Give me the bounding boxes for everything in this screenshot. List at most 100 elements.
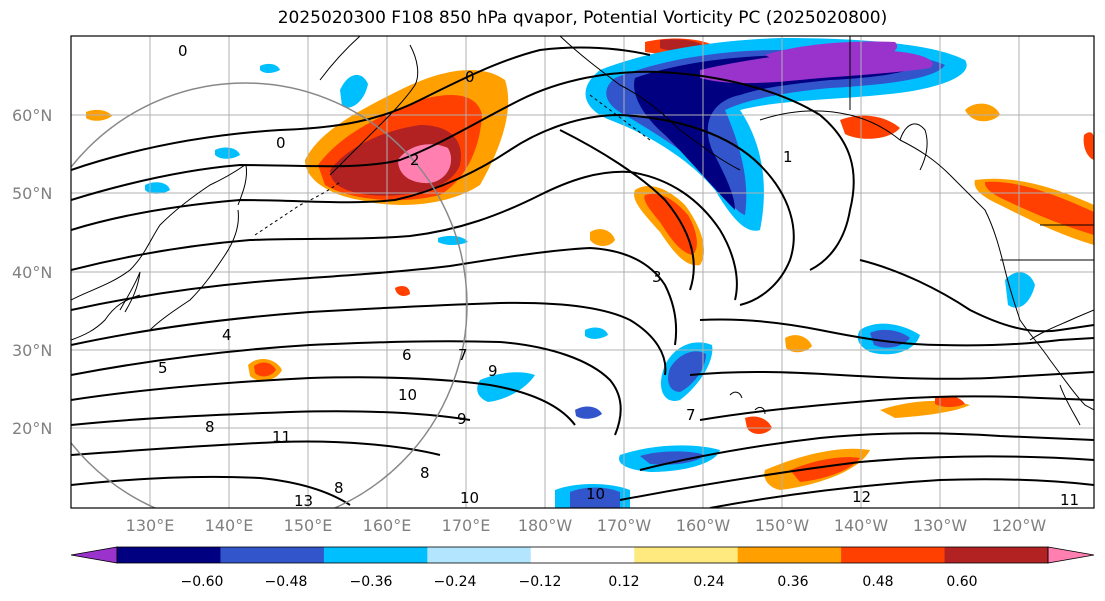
map-title: 2025020300 F108 850 hPa qvapor, Potentia… [277, 8, 888, 28]
negative-anomaly [215, 147, 240, 159]
contour-label: 8 [420, 464, 430, 482]
colorbar-segment [427, 547, 532, 563]
shaded-anomalies [86, 38, 1094, 508]
positive-anomaly [254, 362, 276, 377]
contour-label: 9 [488, 362, 498, 380]
contour-label: 2 [410, 151, 420, 169]
contour-label-group: 0 0 0 1 2 3 4 5 6 7 7 8 8 8 9 9 10 10 10… [158, 42, 1079, 510]
lon-label: 150°E [284, 516, 333, 535]
positive-anomaly [1083, 132, 1094, 160]
colorbar-tick-labels: −0.60 −0.48 −0.36 −0.24 −0.12 0.12 0.24 … [181, 574, 978, 590]
lat-label: 30°N [12, 341, 52, 360]
contour-label: 11 [1060, 491, 1079, 509]
contour-label: 10 [460, 489, 479, 507]
negative-anomaly [700, 50, 933, 84]
lat-label: 60°N [12, 106, 52, 125]
lon-label: 160°E [363, 516, 412, 535]
negative-anomaly [585, 327, 608, 339]
colorbar-tick-label: −0.60 [181, 574, 224, 590]
contour-label: 0 [178, 42, 188, 60]
negative-anomaly [477, 372, 535, 402]
colorbar-segment [737, 547, 842, 563]
positive-anomaly [398, 144, 452, 184]
colorbar-tick-label: 0.24 [693, 574, 724, 590]
contour-label: 1 [783, 148, 793, 166]
lon-label: 170°W [597, 516, 652, 535]
colorbar-segment [944, 547, 1049, 563]
colorbar-tick-label: 0.36 [777, 574, 808, 590]
colorbar-segment [530, 547, 635, 563]
colorbar-segments [70, 546, 1095, 564]
negative-anomaly [575, 406, 602, 419]
colorbar-extend-min [70, 546, 118, 564]
map-frame [70, 35, 1095, 509]
colorbar-segment [841, 547, 946, 563]
positive-anomaly [395, 286, 410, 296]
negative-anomaly [145, 182, 170, 194]
positive-anomaly [785, 335, 812, 353]
contour-label: 0 [465, 68, 475, 86]
colorbar-tick-label: −0.24 [434, 574, 477, 590]
colorbar-tick-label: 0.60 [946, 574, 977, 590]
colorbar-extend-max [1047, 546, 1095, 564]
contour-lines [71, 46, 1094, 508]
colorbar-segment [220, 547, 325, 563]
lon-label: 180°W [518, 516, 573, 535]
contour-label: 4 [222, 326, 232, 344]
contour-label: 7 [458, 346, 468, 364]
lat-label: 20°N [12, 419, 52, 438]
coastlines [71, 36, 1094, 426]
contour-label: 8 [334, 479, 344, 497]
positive-anomaly [644, 193, 697, 255]
contour-label: 5 [158, 359, 168, 377]
colorbar-segment [323, 547, 428, 563]
negative-anomaly [640, 451, 705, 465]
lon-label: 120°W [992, 516, 1047, 535]
range-ring [71, 82, 468, 508]
lat-label: 50°N [12, 184, 52, 203]
negative-anomaly [438, 235, 468, 245]
negative-anomaly [340, 74, 368, 108]
contour-label: 10 [586, 485, 605, 503]
positive-anomaly [745, 416, 772, 434]
colorbar: −0.60 −0.48 −0.36 −0.24 −0.12 0.12 0.24 … [70, 546, 1095, 590]
colorbar-tick-label: −0.12 [519, 574, 562, 590]
negative-anomaly [570, 487, 620, 508]
lon-label: 130°E [126, 516, 175, 535]
lon-label: 160°W [676, 516, 731, 535]
colorbar-tick-label: 0.12 [608, 574, 639, 590]
negative-anomaly [668, 351, 706, 392]
contour-label: 6 [402, 346, 412, 364]
lon-label: 140°W [834, 516, 889, 535]
contour-label: 0 [276, 134, 286, 152]
contour-label: 3 [652, 268, 662, 286]
colorbar-segment [117, 547, 221, 563]
contour-label: 7 [686, 406, 696, 424]
negative-anomaly [1005, 272, 1035, 308]
latitude-labels: 60°N 50°N 40°N 30°N 20°N [12, 106, 52, 438]
contour-label: 13 [294, 492, 313, 510]
negative-anomaly [260, 63, 280, 73]
lon-label: 140°E [205, 516, 254, 535]
longitude-labels: 130°E 140°E 150°E 160°E 170°E 180°W 170°… [126, 516, 1047, 535]
lat-label: 40°N [12, 263, 52, 282]
positive-anomaly [935, 396, 965, 407]
contour-label: 11 [272, 428, 291, 446]
positive-anomaly [590, 229, 615, 246]
contour-label: 8 [205, 418, 215, 436]
negative-anomaly [634, 54, 925, 211]
positive-anomaly [984, 181, 1094, 235]
colorbar-tick-label: 0.48 [862, 574, 893, 590]
colorbar-outline [116, 546, 1049, 564]
contour-label: 9 [457, 410, 467, 428]
colorbar-tick-label: −0.36 [350, 574, 393, 590]
colorbar-segment [634, 547, 739, 563]
lon-label: 130°W [913, 516, 968, 535]
positive-anomaly [840, 115, 900, 139]
lon-label: 150°W [755, 516, 810, 535]
colorbar-tick-label: −0.48 [265, 574, 308, 590]
positive-anomaly [965, 103, 1000, 122]
lon-label: 170°E [442, 516, 491, 535]
graticule [71, 36, 1094, 508]
